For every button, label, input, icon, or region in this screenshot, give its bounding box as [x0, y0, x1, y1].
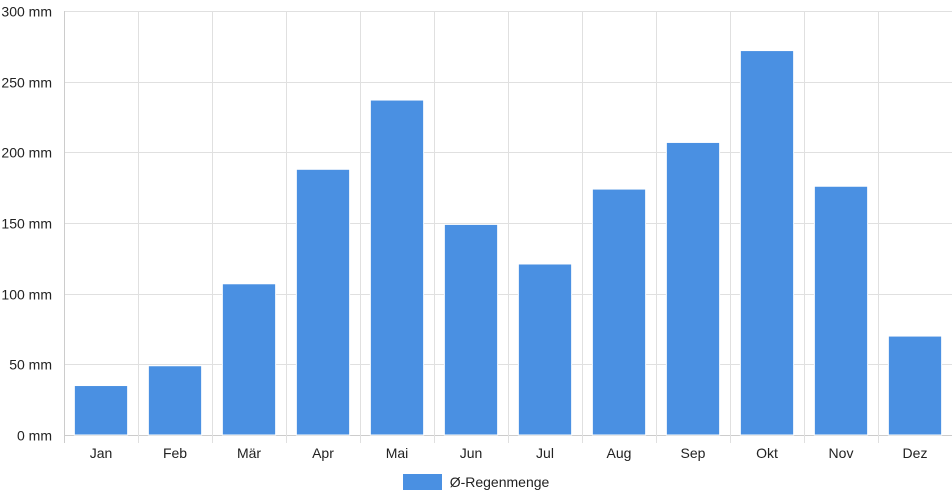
bar-5 — [443, 223, 499, 436]
x-tick-label: Mär — [237, 445, 261, 461]
x-tick-label: Apr — [312, 445, 334, 461]
y-tick-label: 200 mm — [1, 145, 52, 161]
bar-11 — [887, 335, 943, 436]
x-tick-label: Jan — [90, 445, 113, 461]
bar-8 — [665, 141, 721, 436]
bar-9 — [739, 50, 795, 436]
x-tick-label: Jul — [536, 445, 554, 461]
legend-swatch — [402, 474, 442, 490]
bar-10 — [813, 185, 869, 436]
bar-0 — [73, 385, 129, 436]
x-tick-label: Dez — [903, 445, 928, 461]
bar-4 — [369, 99, 425, 436]
y-tick-label: 250 mm — [1, 75, 52, 91]
bar-2 — [221, 283, 277, 436]
bar-1 — [147, 365, 203, 436]
y-tick-label: 150 mm — [1, 216, 52, 232]
bar-3 — [295, 168, 351, 436]
bar-6 — [517, 263, 573, 436]
legend-label: Ø-Regenmenge — [449, 474, 550, 490]
x-tick-label: Sep — [681, 445, 706, 461]
y-tick-label: 100 mm — [1, 287, 52, 303]
y-tick-label: 50 mm — [9, 357, 52, 373]
y-tick-label: 0 mm — [17, 428, 52, 444]
x-tick-label: Okt — [756, 445, 778, 461]
x-tick-label: Aug — [607, 445, 632, 461]
x-tick-label: Feb — [163, 445, 187, 461]
bar-7 — [591, 188, 647, 436]
x-tick-label: Mai — [386, 445, 409, 461]
chart-canvas: 0 mm 50 mm 100 mm 150 mm 200 mm 250 mm 300 mm J… — [1, 4, 952, 461]
x-tick-label: Nov — [829, 445, 854, 461]
legend[interactable]: Ø-Regenmenge — [0, 473, 952, 491]
x-tick-label: Jun — [460, 445, 483, 461]
y-tick-label: 300 mm — [1, 4, 52, 20]
